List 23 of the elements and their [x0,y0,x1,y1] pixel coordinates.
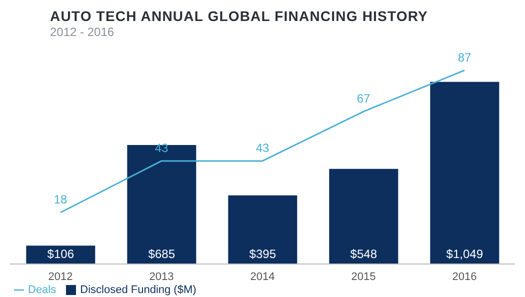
data-label: $685 [148,247,176,261]
chart-subtitle: 2012 - 2016 [50,25,114,39]
x-tick-label: 2013 [149,270,174,283]
data-label: 87 [458,50,472,64]
data-label: 18 [54,192,68,206]
legend-label: Deals [28,284,56,296]
data-label: $106 [47,247,74,261]
x-tick-label: 2015 [351,270,376,283]
legend-label: Disclosed Funding ($M) [80,284,196,296]
data-label: 43 [154,140,168,155]
bar [228,195,298,264]
bar [430,82,500,264]
data-label: $395 [249,247,276,261]
x-tick-label: 2014 [250,270,275,283]
data-label: 67 [356,92,370,106]
data-label: $1,049 [446,247,484,261]
x-tick-label: 2012 [48,270,73,283]
data-label: 43 [256,140,270,155]
chart-title: AUTO TECH ANNUAL GLOBAL FINANCING HISTORY [50,8,428,24]
bar [127,145,196,264]
bar [329,168,398,264]
data-label: $548 [350,247,378,261]
x-tick-label: 2016 [452,270,477,283]
